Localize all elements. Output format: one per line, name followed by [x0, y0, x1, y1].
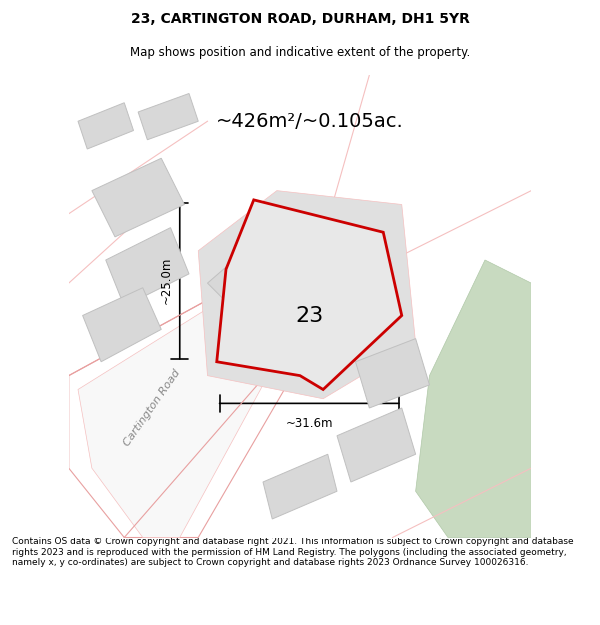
- Polygon shape: [208, 223, 309, 320]
- Text: Map shows position and indicative extent of the property.: Map shows position and indicative extent…: [130, 46, 470, 59]
- Text: 23: 23: [296, 306, 324, 326]
- Polygon shape: [263, 454, 337, 519]
- Polygon shape: [337, 408, 416, 482]
- Polygon shape: [92, 158, 184, 237]
- Polygon shape: [198, 191, 416, 399]
- Polygon shape: [217, 200, 402, 389]
- Polygon shape: [78, 251, 319, 538]
- Text: Cartington Road: Cartington Road: [122, 368, 182, 448]
- Text: ~426m²/~0.105ac.: ~426m²/~0.105ac.: [215, 112, 403, 131]
- Polygon shape: [83, 288, 161, 362]
- Text: 23, CARTINGTON ROAD, DURHAM, DH1 5YR: 23, CARTINGTON ROAD, DURHAM, DH1 5YR: [131, 12, 469, 26]
- Text: ~25.0m: ~25.0m: [160, 257, 173, 304]
- Polygon shape: [106, 228, 189, 306]
- Polygon shape: [355, 339, 430, 408]
- Polygon shape: [69, 237, 346, 538]
- Polygon shape: [416, 260, 531, 538]
- Text: ~31.6m: ~31.6m: [286, 418, 333, 430]
- Polygon shape: [78, 102, 133, 149]
- Polygon shape: [138, 94, 198, 140]
- Text: Contains OS data © Crown copyright and database right 2021. This information is : Contains OS data © Crown copyright and d…: [12, 538, 574, 568]
